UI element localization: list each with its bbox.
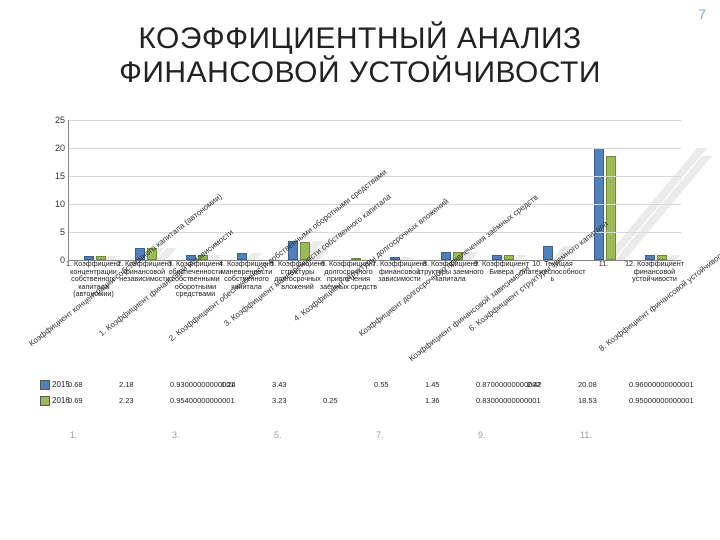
title-line-2: ФИНАНСОВОЙ УСТОЙЧИВОСТИ [119, 56, 601, 89]
y-tick-label: 15 [41, 171, 65, 181]
bar-2015 [543, 246, 553, 260]
category-number: 3. [172, 430, 180, 440]
data-cell: 0.83000000000001 [476, 396, 544, 405]
data-cell: 0.95000000000001 [629, 396, 697, 405]
title-line-1: КОЭФФИЦИЕНТНЫЙ АНАЛИЗ [138, 22, 581, 55]
y-tick-label: 5 [41, 227, 65, 237]
category-number: 11. [580, 430, 592, 440]
y-tick-label: 10 [41, 199, 65, 209]
x-category-label: 12. Коэффициент финансовой устойчивости [621, 260, 689, 283]
slide: 7 КОЭФФИЦИЕНТНЫЙ АНАЛИЗ ФИНАНСОВОЙ УСТОЙ… [0, 0, 720, 540]
y-tick-label: 20 [41, 143, 65, 153]
data-cell: 3.43 [272, 380, 340, 389]
category-number: 7. [376, 430, 384, 440]
page-number: 7 [698, 6, 706, 22]
bar-chart: 0510152025 1. Коэффициент концентрации с… [40, 120, 680, 500]
data-cell: 0.25 [323, 396, 391, 405]
slide-title: КОЭФФИЦИЕНТНЫЙ АНАЛИЗ ФИНАНСОВОЙ УСТОЙЧИ… [0, 22, 720, 89]
y-tick-label: 25 [41, 115, 65, 125]
category-number: 9. [478, 430, 486, 440]
data-cell: 0.95400000000001 [170, 396, 238, 405]
category-number: 1. [70, 430, 78, 440]
bar-2016 [606, 156, 616, 260]
data-cell: 0.96000000000001 [629, 380, 697, 389]
category-number: 5. [274, 430, 282, 440]
